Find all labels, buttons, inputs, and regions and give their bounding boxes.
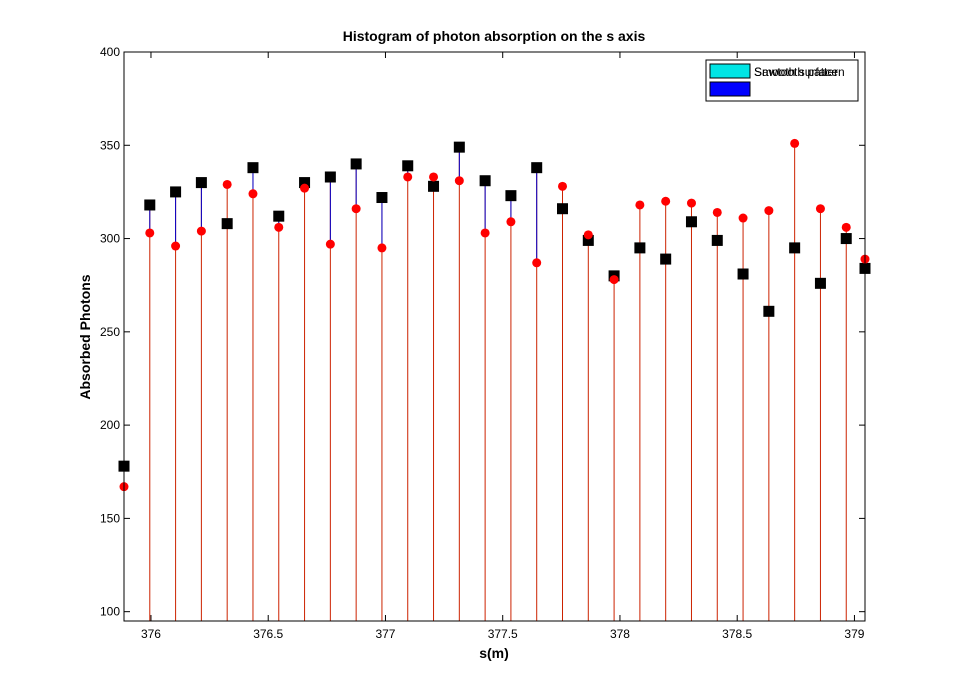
black-square-marker (402, 160, 414, 172)
y-tick-label: 150 (100, 511, 120, 525)
red-dot-marker (274, 222, 284, 232)
red-dot-marker (558, 181, 568, 191)
y-tick-label: 350 (100, 138, 120, 152)
red-dot-marker (145, 228, 155, 238)
black-square-marker (324, 171, 336, 183)
red-dot-marker (222, 179, 232, 189)
black-square-marker (711, 234, 723, 246)
red-dot-marker (300, 183, 310, 193)
plot-area (124, 52, 865, 621)
black-square-marker (299, 177, 311, 189)
black-square-marker (814, 277, 826, 289)
red-dot-marker (171, 241, 181, 251)
red-dot-marker (532, 258, 542, 268)
black-square-marker (428, 180, 440, 192)
red-dot-marker (454, 176, 464, 186)
y-tick-label: 200 (100, 418, 120, 432)
red-dot-marker (841, 222, 851, 232)
stem-lines (123, 143, 866, 621)
x-tick-label: 379 (844, 627, 864, 641)
black-square-marker (531, 162, 543, 174)
black-square-marker (453, 141, 465, 153)
black-square-marker (273, 210, 285, 222)
black-square-marker (840, 233, 852, 245)
legend-swatch-sawtooth (709, 81, 751, 97)
y-tick-label: 250 (100, 325, 120, 339)
red-dot-marker (609, 275, 619, 285)
data-markers (118, 138, 871, 492)
red-dot-marker (583, 230, 593, 240)
x-tick-label: 378.5 (722, 627, 752, 641)
red-dot-marker (815, 204, 825, 214)
red-dot-marker (661, 196, 671, 206)
red-dot-marker (790, 138, 800, 148)
black-square-marker (634, 242, 646, 254)
y-tick-label: 100 (100, 605, 120, 619)
x-ticks: 376 376.5 377 377.5 378 378.5 379 (141, 52, 865, 641)
black-square-marker (144, 199, 156, 211)
axes-box (123, 51, 866, 622)
x-tick-label: 377 (375, 627, 395, 641)
legend-label-sawtooth-overlap: Sawtooth pattern (754, 65, 845, 79)
chart-title: Histogram of photon absorption on the s … (343, 28, 646, 44)
red-dot-marker (686, 198, 696, 208)
legend[interactable]: Smooth surface Sawtooth pattern (705, 59, 859, 102)
x-tick-label: 376.5 (253, 627, 283, 641)
x-axis-label: s(m) (479, 645, 509, 661)
black-square-marker (789, 242, 801, 254)
x-tick-label: 376 (141, 627, 161, 641)
black-square-marker (350, 158, 362, 170)
x-tick-label: 377.5 (488, 627, 518, 641)
black-square-marker (763, 305, 775, 317)
legend-label-smooth: Smooth surface (754, 65, 838, 79)
red-dot-marker (248, 189, 258, 199)
black-square-marker (557, 203, 569, 215)
red-dot-marker (403, 172, 413, 182)
black-square-marker (247, 162, 259, 174)
y-tick-label: 400 (100, 45, 120, 59)
black-square-marker (660, 253, 672, 265)
red-dot-marker (506, 217, 516, 227)
y-tick-label: 300 (100, 232, 120, 246)
red-dot-marker (196, 226, 206, 236)
black-square-marker (195, 177, 207, 189)
red-dot-marker (712, 207, 722, 217)
y-axis-label: Absorbed Photons (77, 274, 93, 399)
black-square-marker (685, 216, 697, 228)
x-tick-label: 378 (610, 627, 630, 641)
legend-swatch-smooth (709, 63, 751, 79)
black-square-marker (582, 234, 594, 246)
red-dot-marker (351, 204, 361, 214)
red-dot-marker (325, 239, 335, 249)
black-square-marker (221, 218, 233, 230)
black-square-marker (170, 186, 182, 198)
black-square-marker (505, 190, 517, 202)
black-square-marker (376, 192, 388, 204)
red-dot-marker (429, 172, 439, 182)
red-dot-marker (635, 200, 645, 210)
red-dot-marker (738, 213, 748, 223)
black-square-marker (737, 268, 749, 280)
red-dot-marker (377, 243, 387, 253)
red-dot-marker (480, 228, 490, 238)
red-dot-marker (764, 206, 774, 216)
black-square-marker (479, 175, 491, 187)
y-ticks: 100 150 200 250 300 350 400 (100, 45, 865, 619)
